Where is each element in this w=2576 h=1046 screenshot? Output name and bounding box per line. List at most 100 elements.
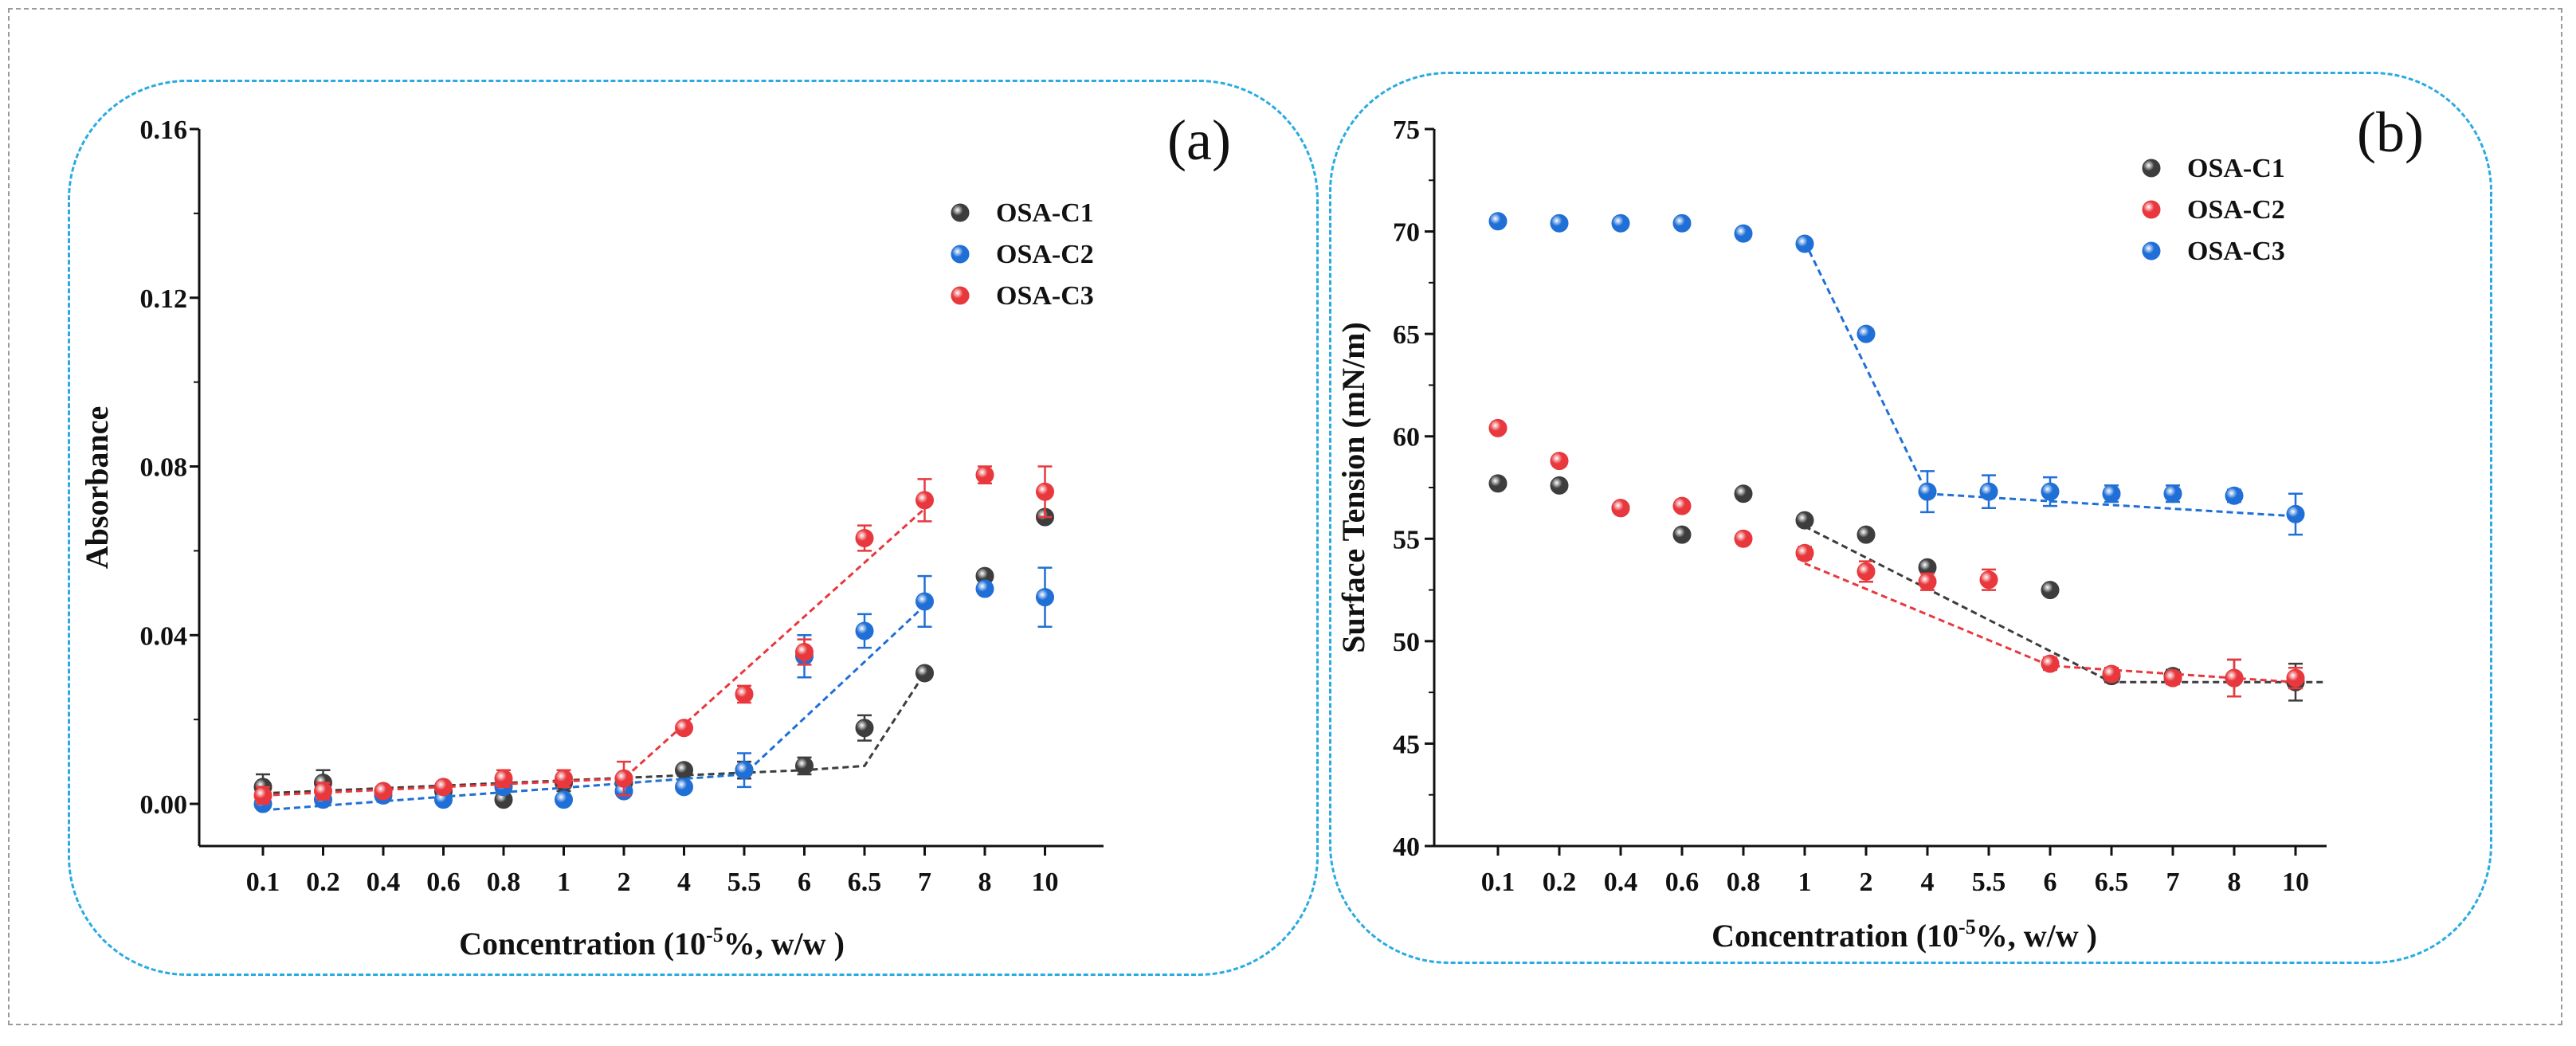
x-tick-label: 2 (1860, 868, 1873, 897)
data-point (675, 761, 693, 780)
x-axis-title-tail: %, w/w ) (723, 926, 845, 962)
x-tick-label: 0.6 (1665, 868, 1700, 897)
data-point (1795, 234, 1814, 253)
x-tick-label: 1 (557, 868, 570, 897)
data-point (1036, 588, 1054, 607)
data-point (2041, 581, 2060, 600)
data-point (735, 761, 754, 780)
fit-line (262, 672, 926, 795)
data-point (1979, 570, 1998, 590)
series-osa-c3 (1488, 212, 2305, 536)
y-tick-label: 55 (1393, 525, 1420, 554)
y-tick-label: 40 (1393, 832, 1420, 862)
data-point (735, 684, 754, 703)
fit-line (1804, 525, 2327, 684)
series-osa-c3 (253, 465, 1054, 805)
legend-marker (951, 203, 970, 222)
legend-marker (2142, 241, 2161, 261)
x-tick-label: 0.8 (1727, 868, 1761, 897)
x-axis-title-main: Concentration (10 (1711, 918, 1958, 954)
data-point (855, 529, 874, 548)
data-point (2102, 484, 2121, 503)
data-point (1550, 476, 1569, 495)
data-point (1795, 511, 1814, 530)
x-tick-label: 0.8 (487, 868, 521, 897)
x-tick-label: 0.2 (306, 868, 340, 897)
data-point (1611, 214, 1630, 233)
data-point (975, 465, 994, 484)
x-axis-title-superscript: -5 (1958, 915, 1976, 938)
x-tick-label: 0.1 (1481, 868, 1515, 897)
data-point (494, 769, 513, 788)
data-point (855, 621, 874, 641)
y-tick-label: 45 (1393, 730, 1420, 759)
x-axis-title: Concentration (10-5%, w/w ) (459, 923, 845, 962)
legend-label: OSA-C3 (2187, 237, 2285, 266)
y-tick-label: 65 (1393, 320, 1420, 350)
data-point (1036, 482, 1054, 501)
data-point (555, 790, 573, 809)
data-point (1550, 452, 1569, 471)
legend-label: OSA-C1 (996, 198, 1094, 228)
data-point (2286, 668, 2305, 688)
data-point (916, 491, 934, 510)
x-tick-label: 7 (918, 868, 931, 897)
data-point (1918, 482, 1937, 501)
data-point (2225, 486, 2244, 505)
data-point (374, 782, 393, 801)
y-tick-label: 70 (1393, 218, 1420, 248)
series-osa-c2 (1488, 418, 2305, 698)
x-tick-label: 0.1 (246, 868, 280, 897)
x-axis-title-tail: %, w/w ) (1976, 918, 2097, 954)
x-tick-label: 4 (1921, 868, 1935, 897)
data-point (2163, 668, 2182, 688)
x-tick-label: 4 (677, 868, 691, 897)
x-tick-label: 0.4 (1604, 868, 1638, 897)
x-tick-label: 0.6 (426, 868, 461, 897)
x-tick-label: 6.5 (2095, 868, 2129, 897)
x-axis-title-superscript: -5 (706, 923, 723, 946)
x-tick-label: 1 (1798, 868, 1812, 897)
data-point (1857, 324, 1876, 343)
x-axis-title-main: Concentration (10 (459, 926, 706, 962)
chart-panel-b: 40 45 50 55 60 65 70 75 0.1 0.2 0.4 0.6 0.8 1 2 4 5.5 6 6.… (1335, 100, 2424, 954)
x-tick-label: 0.2 (1543, 868, 1577, 897)
data-point (1979, 482, 1998, 501)
y-tick-label: 0.12 (140, 284, 188, 314)
x-tick-label: 8 (978, 868, 992, 897)
x-tick-label: 5.5 (727, 868, 762, 897)
fit-line (262, 507, 926, 797)
x-axis-title: Concentration (10-5%, w/w ) (1711, 915, 2097, 954)
x-tick-label: 10 (1032, 868, 1059, 897)
data-point (1488, 418, 1508, 437)
x-tick-label: 8 (2228, 868, 2241, 897)
panel-a-frame (68, 80, 1319, 976)
series-osa-c1 (253, 507, 1054, 809)
y-tick-label: 0.16 (140, 116, 188, 145)
figure-outer-frame (8, 8, 2562, 1025)
data-point (1488, 212, 1508, 231)
data-point (2286, 504, 2305, 523)
data-point (1734, 224, 1753, 243)
fit-line (1803, 241, 2296, 518)
legend-label: OSA-C1 (2187, 154, 2285, 183)
data-point (1672, 214, 1692, 233)
data-point (555, 769, 573, 788)
data-point (1795, 543, 1814, 562)
legend-label: OSA-C2 (996, 240, 1094, 269)
x-tick-label: 6 (798, 868, 811, 897)
data-point (1672, 525, 1692, 544)
data-point (1857, 525, 1876, 544)
x-tick-label: 10 (2282, 868, 2309, 897)
y-tick-label: 75 (1393, 116, 1420, 145)
data-point (2041, 654, 2060, 673)
data-point (675, 719, 693, 738)
legend-label: OSA-C2 (2187, 195, 2285, 225)
y-tick-label: 0.08 (140, 453, 188, 483)
y-tick-label: 60 (1393, 423, 1420, 452)
y-tick-label: 0.00 (140, 790, 188, 820)
data-point (1550, 214, 1569, 233)
data-point (916, 592, 934, 611)
panel-label: (b) (2357, 100, 2424, 164)
data-point (916, 664, 934, 683)
